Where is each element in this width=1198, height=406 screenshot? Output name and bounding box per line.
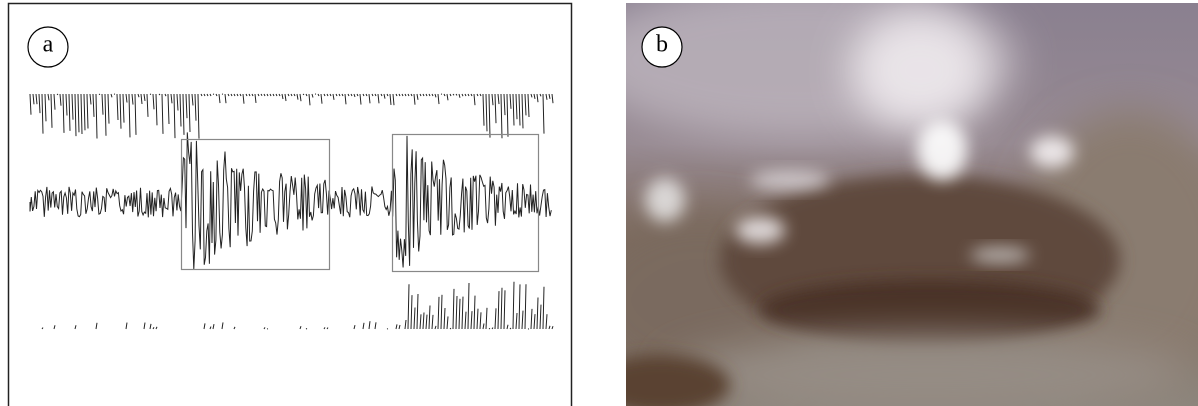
trace [41,281,554,330]
label-circle [27,26,69,68]
steam-plume [850,10,990,130]
steam-plume [750,170,830,190]
panel-label: a [43,32,54,58]
steam-plume [1030,136,1074,168]
panel-b [626,3,1198,406]
panel-label: b [656,32,668,58]
steam-plume [970,247,1030,263]
steam-plume [645,178,685,222]
highlight-box [391,133,540,273]
dome-base [760,280,1100,340]
seismogram [29,93,554,330]
panel-a: a [7,2,573,406]
steam-plume [735,216,785,244]
trace [29,132,552,270]
foreground-rock [626,355,730,406]
highlight-box [180,138,331,271]
trace [29,93,554,139]
crater-floor [670,335,1190,406]
steam-plume [917,120,967,180]
label-circle [641,26,683,68]
